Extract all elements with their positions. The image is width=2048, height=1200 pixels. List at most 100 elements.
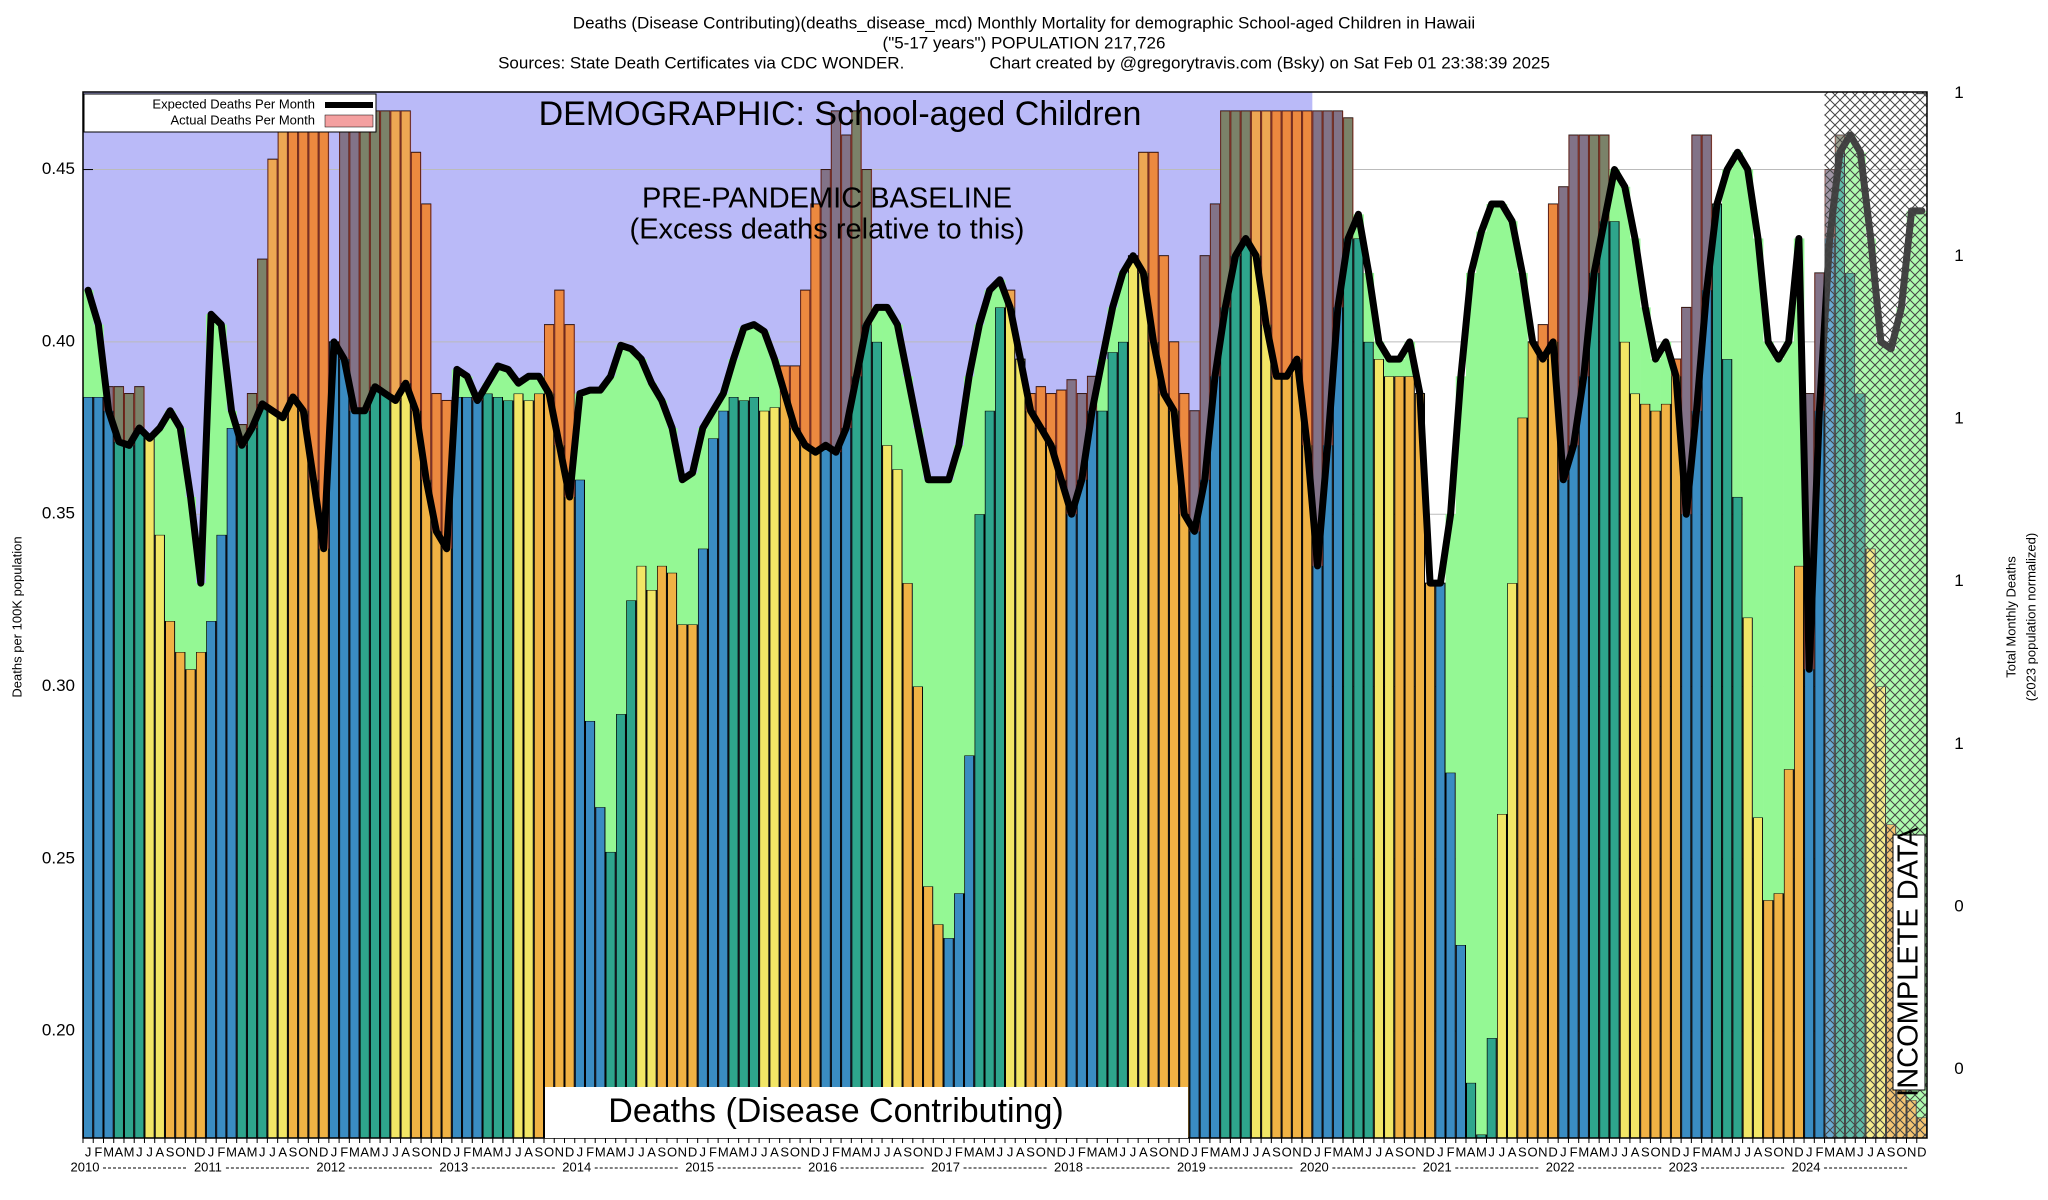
deficit-fill — [677, 479, 688, 625]
x-tick-label: M — [861, 1144, 872, 1159]
x-tick-label: F — [955, 1144, 963, 1159]
x-tick-label: J — [1191, 1144, 1198, 1159]
x-tick-label: F — [217, 1144, 225, 1159]
bar — [513, 393, 524, 1139]
excess-fill — [390, 110, 401, 401]
x-tick-label: F — [1447, 1144, 1455, 1159]
x-tick-label: F — [1570, 1144, 1578, 1159]
y2-axis-label: Total Monthly Deaths — [2003, 556, 2018, 678]
year-label: 2011 — [194, 1159, 222, 1174]
bar — [1363, 341, 1374, 1139]
x-tick-label: J — [1437, 1144, 1444, 1159]
bar — [451, 396, 463, 1139]
x-tick-label: J — [1376, 1144, 1383, 1159]
excess-fill — [298, 110, 309, 411]
excess-fill — [1199, 255, 1211, 480]
year-label: 2024 — [1792, 1159, 1821, 1174]
excess-fill — [1076, 393, 1088, 480]
bar — [738, 399, 749, 1139]
deficit-fill — [1732, 152, 1743, 497]
bar — [195, 651, 206, 1139]
x-tick-label: J — [874, 1144, 881, 1159]
excess-fill — [1291, 110, 1303, 360]
x-tick-label: N — [186, 1144, 195, 1159]
bar — [1609, 220, 1620, 1139]
excess-fill — [554, 290, 565, 446]
deficit-fill — [533, 376, 545, 394]
x-tick-label: F — [709, 1144, 717, 1159]
x-tick-label: A — [1754, 1144, 1763, 1159]
bar — [974, 513, 985, 1139]
x-tick-label: M — [1599, 1144, 1610, 1159]
x-tick-label: J — [761, 1144, 768, 1159]
x-tick-label: A — [1139, 1144, 1148, 1159]
x-tick-label: D — [934, 1144, 943, 1159]
x-tick-label: A — [278, 1144, 287, 1159]
bar — [216, 534, 227, 1139]
deficit-fill — [1097, 359, 1108, 411]
deficit-fill — [1445, 514, 1457, 773]
bar — [636, 565, 647, 1139]
bar — [503, 399, 514, 1139]
x-tick-label: S — [289, 1144, 298, 1159]
bar — [625, 599, 637, 1139]
bar — [226, 427, 237, 1139]
bar — [154, 534, 165, 1139]
deficit-fill — [871, 307, 883, 342]
x-tick-label: D — [811, 1144, 820, 1159]
x-tick-label: O — [790, 1144, 800, 1159]
bar — [1404, 375, 1415, 1139]
bar — [656, 565, 667, 1139]
x-tick-label: A — [893, 1144, 902, 1159]
x-tick-label: J — [1314, 1144, 1321, 1159]
excess-fill — [287, 110, 299, 398]
bar — [1384, 375, 1395, 1139]
y2-axis-label: (2023 population normalized) — [2023, 533, 2038, 701]
deficit-fill — [892, 324, 903, 470]
x-tick-label: D — [1794, 1144, 1803, 1159]
excess-fill — [431, 393, 442, 532]
x-tick-label: F — [832, 1144, 840, 1159]
bar — [185, 668, 196, 1139]
x-tick-label: J — [1744, 1144, 1751, 1159]
bar — [707, 437, 719, 1139]
deficit-fill — [523, 376, 535, 401]
x-tick-label: A — [770, 1144, 779, 1159]
excess-fill — [1261, 110, 1272, 325]
year-label: 2018 — [1054, 1159, 1083, 1174]
deficit-fill — [646, 383, 657, 591]
bar — [984, 410, 995, 1139]
deficit-fill — [462, 376, 473, 398]
x-tick-label: O — [667, 1144, 677, 1159]
deficit-fill — [216, 324, 227, 535]
demographic-label: DEMOGRAPHIC: School-aged Children — [539, 95, 1142, 133]
excess-fill — [1588, 135, 1600, 273]
excess-fill — [369, 110, 381, 387]
x-tick-label: N — [801, 1144, 810, 1159]
y-tick-label: 0.25 — [42, 848, 75, 867]
bar — [103, 386, 114, 1139]
deficit-fill — [492, 365, 504, 398]
bar — [1773, 892, 1784, 1139]
x-tick-label: M — [1476, 1144, 1487, 1159]
excess-fill — [1537, 324, 1549, 360]
excess-fill — [830, 110, 842, 453]
x-tick-label: N — [1292, 1144, 1301, 1159]
x-tick-label: A — [360, 1144, 369, 1159]
deficit-fill — [666, 428, 678, 573]
y2-tick-label: 1 — [1954, 408, 1963, 427]
year-label: 2010 — [71, 1159, 100, 1174]
bar — [1650, 410, 1661, 1139]
x-tick-label: F — [586, 1144, 594, 1159]
bar — [1722, 358, 1733, 1139]
year-label: 2022 — [1546, 1159, 1575, 1174]
x-tick-label: J — [1806, 1144, 1813, 1159]
deficit-fill — [1107, 307, 1118, 353]
bar — [1076, 393, 1087, 1139]
x-tick-label: M — [1722, 1144, 1733, 1159]
x-tick-label: O — [1896, 1144, 1906, 1159]
x-tick-label: O — [1528, 1144, 1538, 1159]
deficit-fill — [195, 583, 207, 653]
x-tick-label: F — [1693, 1144, 1701, 1159]
deficit-fill — [769, 359, 780, 408]
